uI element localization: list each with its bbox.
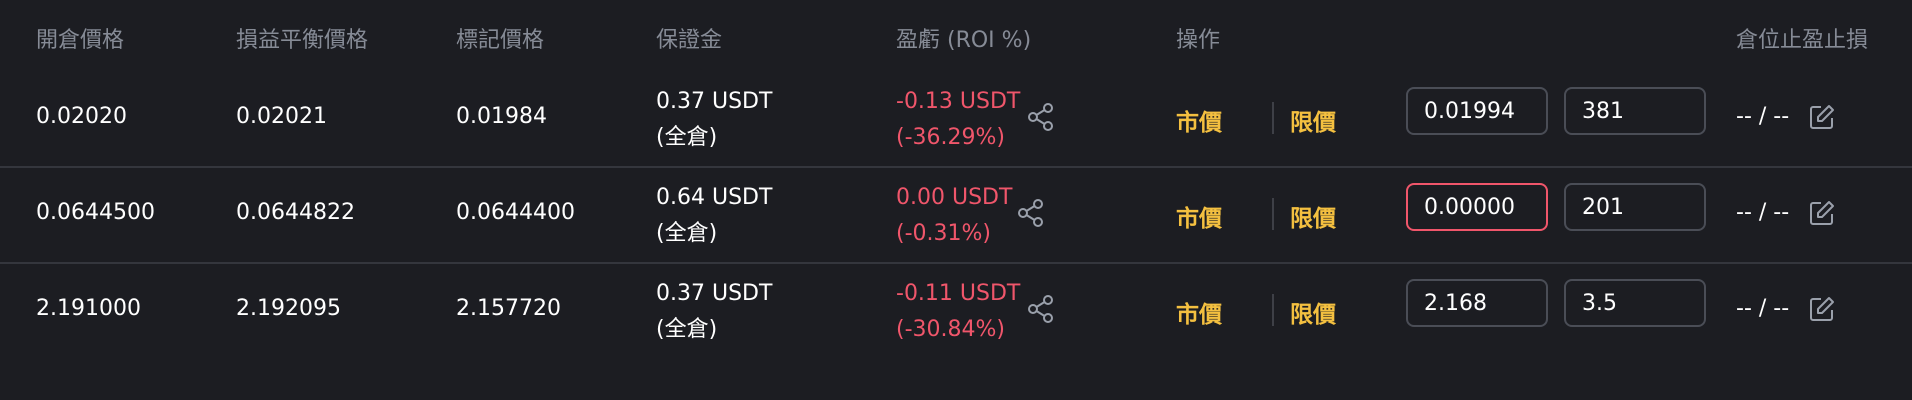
share-icon[interactable] (1026, 294, 1056, 324)
header-action: 操作 (1176, 28, 1221, 53)
roi-value: (-0.31%) (896, 221, 991, 246)
header-mark-price: 標記價格 (456, 28, 545, 53)
breakeven-price-value: 0.02021 (236, 104, 327, 129)
header-entry-price: 開倉價格 (36, 28, 125, 53)
close-quantity-input[interactable] (1564, 87, 1706, 135)
breakeven-price-value: 2.192095 (236, 296, 341, 321)
edit-icon[interactable] (1808, 199, 1836, 227)
margin-mode: (全倉) (656, 317, 718, 342)
close-quantity-input[interactable] (1564, 279, 1706, 327)
limit-price-input[interactable] (1406, 183, 1548, 231)
roi-value: (-30.84%) (896, 317, 1005, 342)
pnl-cell: -0.13 USDT (-36.29%) (896, 84, 1020, 156)
entry-price-value: 0.02020 (36, 104, 127, 129)
limit-close-button[interactable]: 限價 (1290, 110, 1336, 136)
header-tpsl: 倉位止盈止損 (1736, 28, 1869, 53)
market-close-button[interactable]: 市價 (1176, 302, 1222, 328)
limit-close-button[interactable]: 限價 (1290, 302, 1336, 328)
mark-price-value: 0.01984 (456, 104, 547, 129)
breakeven-price-value: 0.0644822 (236, 200, 355, 225)
limit-close-button[interactable]: 限價 (1290, 206, 1336, 232)
action-divider (1272, 198, 1274, 230)
pnl-cell: -0.11 USDT (-30.84%) (896, 276, 1020, 348)
tpsl-value: -- / -- (1736, 200, 1790, 225)
margin-mode: (全倉) (656, 221, 718, 246)
table-row: 0.0644500 0.0644822 0.0644400 0.64 USDT … (0, 166, 1912, 264)
share-icon[interactable] (1026, 102, 1056, 132)
tpsl-value: -- / -- (1736, 296, 1790, 321)
margin-cell: 0.64 USDT (全倉) (656, 180, 772, 252)
table-row: 0.02020 0.02021 0.01984 0.37 USDT (全倉) -… (0, 70, 1912, 168)
mark-price-value: 0.0644400 (456, 200, 575, 225)
edit-icon[interactable] (1808, 295, 1836, 323)
share-icon[interactable] (1016, 198, 1046, 228)
close-quantity-input[interactable] (1564, 183, 1706, 231)
entry-price-value: 2.191000 (36, 296, 141, 321)
margin-value: 0.37 USDT (656, 89, 773, 114)
limit-price-input[interactable] (1406, 87, 1548, 135)
margin-value: 0.64 USDT (656, 185, 773, 210)
pnl-value: -0.11 USDT (896, 281, 1021, 306)
margin-cell: 0.37 USDT (全倉) (656, 84, 772, 156)
market-close-button[interactable]: 市價 (1176, 206, 1222, 232)
tpsl-value: -- / -- (1736, 104, 1790, 129)
header-breakeven-price: 損益平衡價格 (236, 28, 369, 53)
action-divider (1272, 294, 1274, 326)
edit-icon[interactable] (1808, 103, 1836, 131)
table-header: 開倉價格 損益平衡價格 標記價格 保證金 盈虧 (ROI %) 操作 倉位止盈止… (0, 0, 1912, 74)
entry-price-value: 0.0644500 (36, 200, 155, 225)
pnl-value: 0.00 USDT (896, 185, 1013, 210)
margin-cell: 0.37 USDT (全倉) (656, 276, 772, 348)
limit-price-input[interactable] (1406, 279, 1548, 327)
margin-mode: (全倉) (656, 125, 718, 150)
action-divider (1272, 102, 1274, 134)
roi-value: (-36.29%) (896, 125, 1005, 150)
margin-value: 0.37 USDT (656, 281, 773, 306)
mark-price-value: 2.157720 (456, 296, 561, 321)
table-row: 2.191000 2.192095 2.157720 0.37 USDT (全倉… (0, 262, 1912, 358)
pnl-value: -0.13 USDT (896, 89, 1021, 114)
market-close-button[interactable]: 市價 (1176, 110, 1222, 136)
header-pnl-roi: 盈虧 (ROI %) (896, 28, 1032, 53)
pnl-cell: 0.00 USDT (-0.31%) (896, 180, 1012, 252)
header-margin: 保證金 (656, 28, 723, 53)
